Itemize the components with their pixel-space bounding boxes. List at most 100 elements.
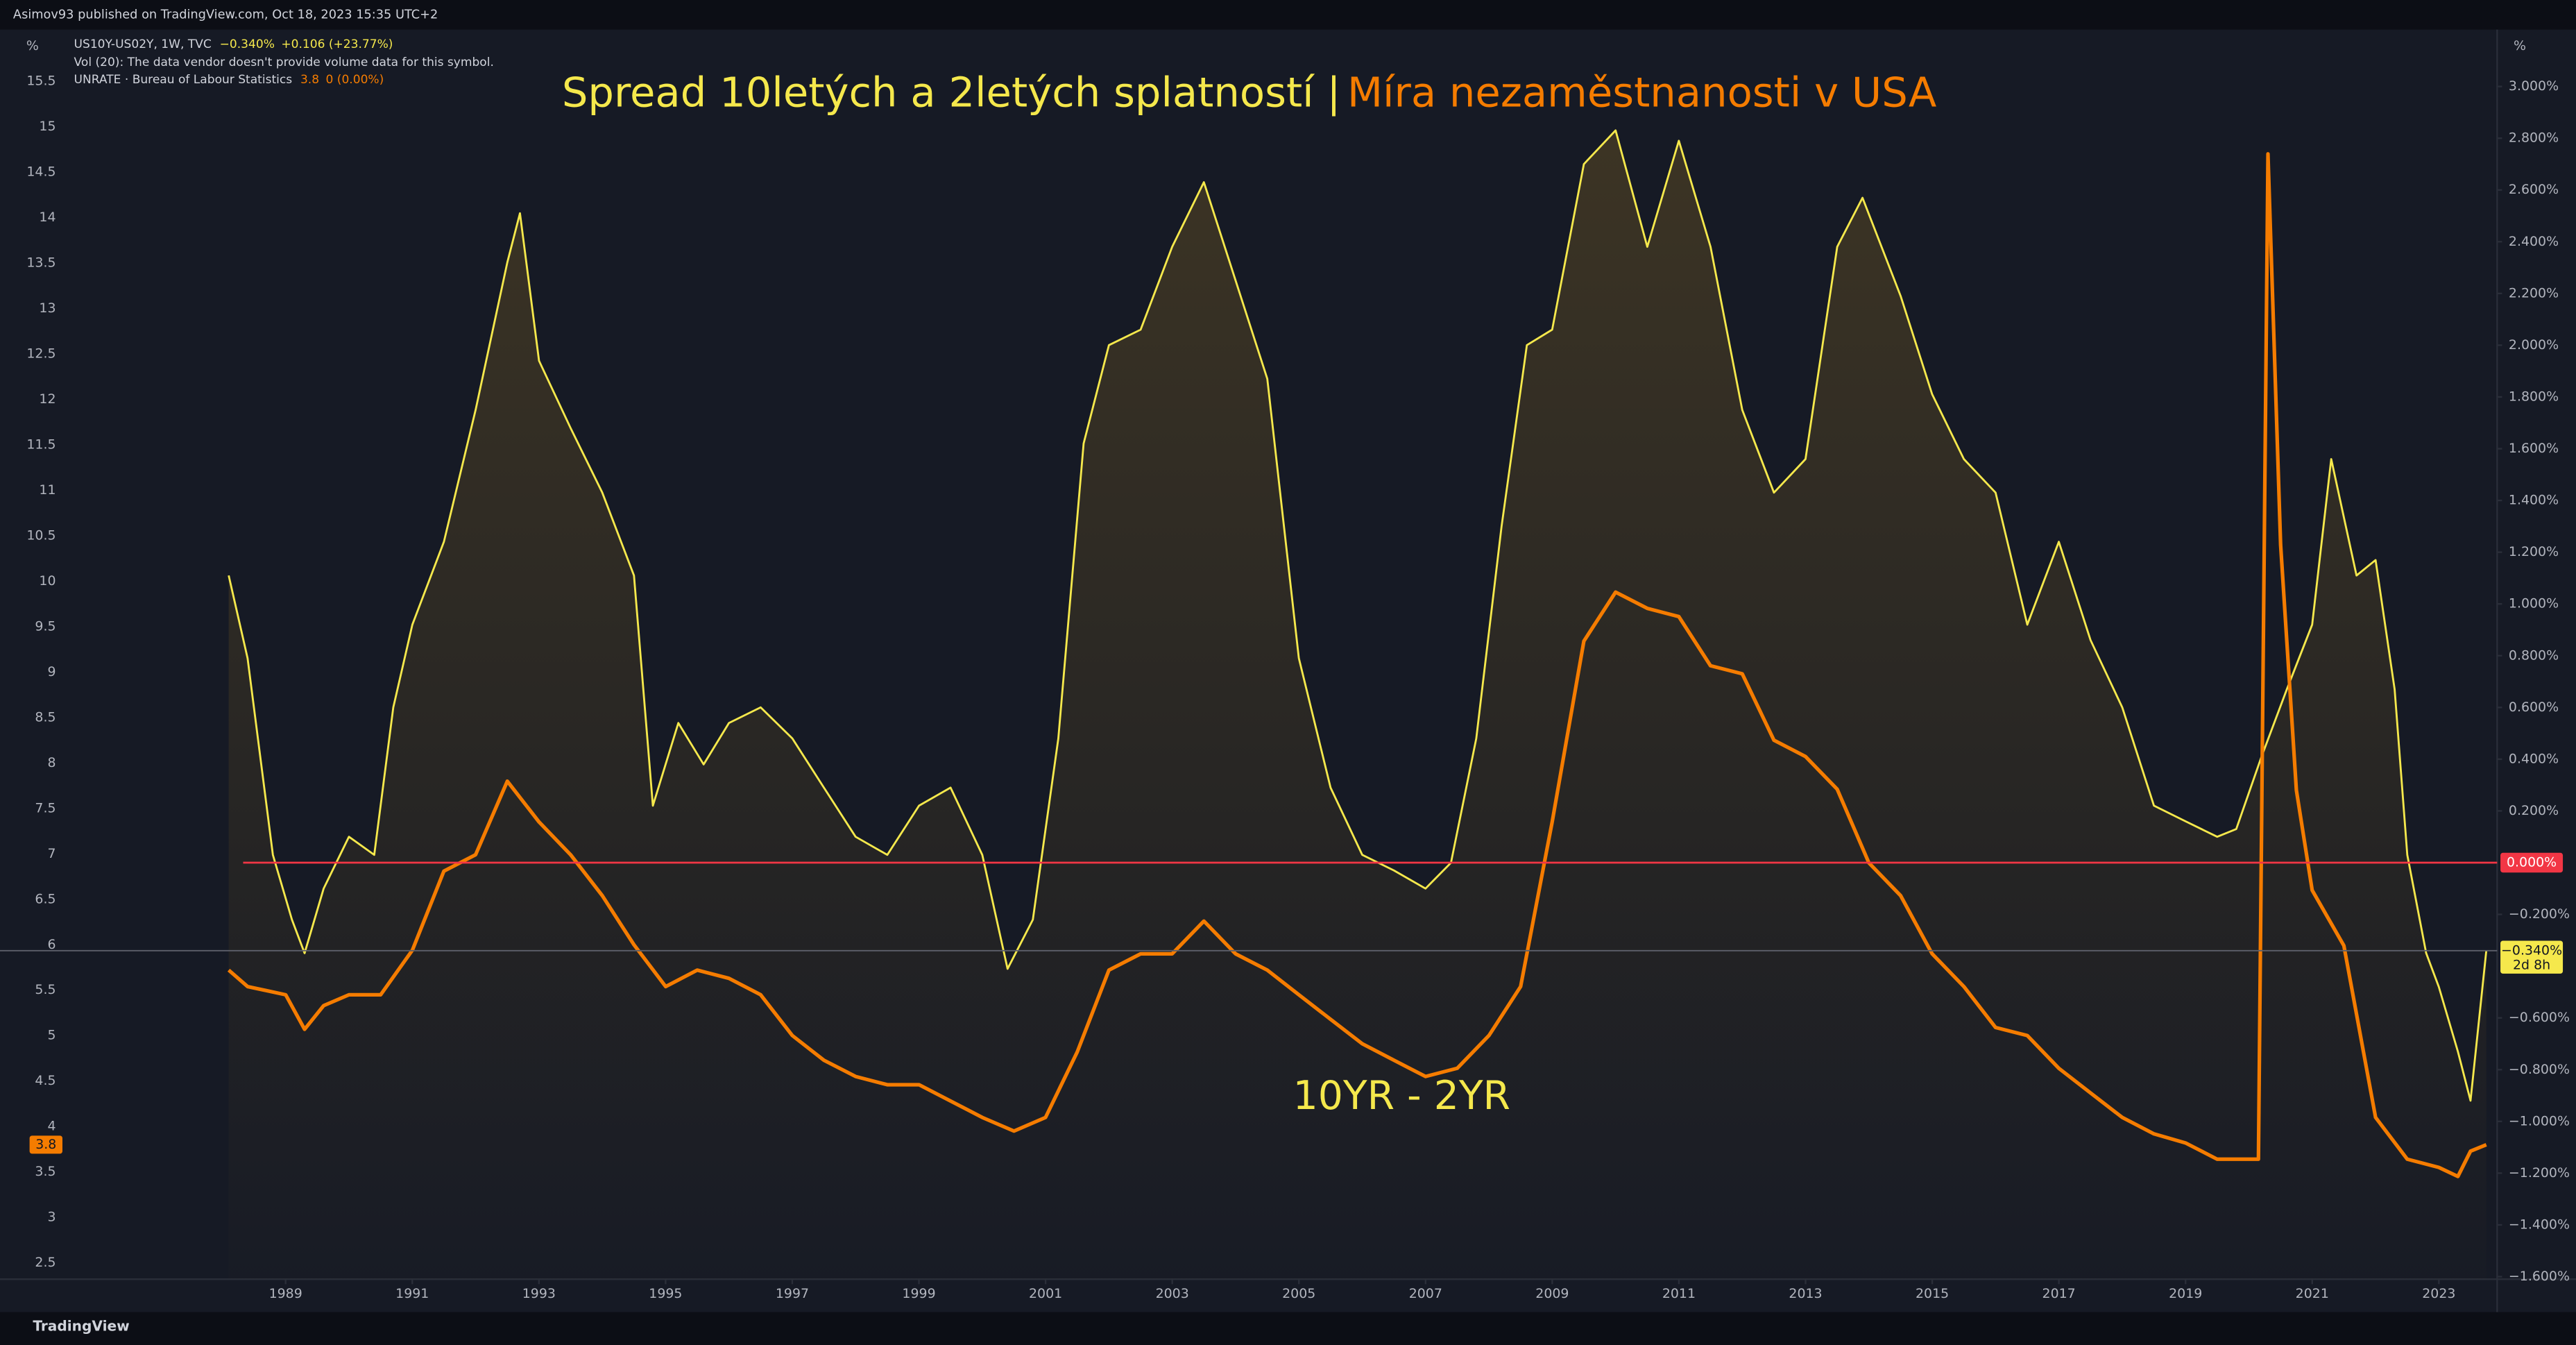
x-tick-label: 2021 [2296,1286,2329,1301]
x-tick-label: 1989 [269,1286,302,1301]
y2-tick-label: −0.200% [2509,906,2570,922]
y-tick-label: 7 [47,846,56,861]
y2-tick-label: 1.600% [2509,441,2559,456]
series-line [228,129,2488,1102]
x-tick-label: 2003 [1156,1286,1189,1301]
y-tick-label: 13 [39,301,56,316]
y-tick-label: 10.5 [26,527,56,543]
y-tick-label: 7.5 [35,800,56,815]
y2-tick-label: 1.000% [2509,596,2559,611]
subtitle: Míra nezaměstnanosti v USA [1347,69,1937,117]
y2-tick-label: 1.200% [2509,544,2559,559]
legend-name: UNRATE · Bureau of Labour Statistics [74,73,293,87]
x-tick-label: 2007 [1409,1286,1442,1301]
y2-tick-label: 0.800% [2509,648,2559,663]
x-tick-label: 2013 [1789,1286,1822,1301]
y-tick-label: 6.5 [35,891,56,906]
y-tick-label: 2.5 [35,1255,56,1270]
y2-tick-label: −1.200% [2509,1165,2570,1181]
y-tick-label: 3.5 [35,1164,56,1179]
y-tick-label: 12.5 [26,346,56,361]
y-tick-label: 6 [47,937,56,952]
series-line [227,152,2487,1178]
y-tick-label: 8 [47,755,56,770]
y-tick-label: 4 [47,1119,56,1134]
plot [227,129,2488,1280]
legend-spread: US10Y-US02Y, 1W, TVC −0.340% +0.106 (+23.7… [74,37,393,51]
x-tick-label: 1999 [902,1286,935,1301]
x-tick-label: 2023 [2422,1286,2455,1301]
y-tick-label: 9.5 [35,618,56,634]
y-tick-label: 15.5 [26,74,56,89]
x-tick-label: 1991 [395,1286,429,1301]
legend-change: +0.106 (+23.77%) [281,37,393,51]
y2-tick-label: 2.800% [2509,130,2559,146]
y2-axis-unit: % [2514,38,2526,53]
volume-note: Vol (20): The data vendor doesn't provid… [74,56,494,69]
y2-tick-label: 1.800% [2509,389,2559,404]
chart-title: Spread 10letých a 2letých splatností | Mír… [562,69,1937,117]
price-label: 0.000% [2507,855,2557,870]
price-label-box [2500,852,2564,873]
footer-brand: TradingView [33,1317,129,1334]
y-tick-label: 10 [39,573,56,589]
price-label: −0.340% [2501,942,2562,958]
price-label-box [2500,940,2564,974]
y-tick-label: 5 [47,1028,56,1043]
y-tick-label: 8.5 [35,709,56,725]
title-separator: | [1327,69,1341,117]
y-tick-label: 11 [39,482,56,498]
price-label-box [29,1135,62,1154]
y2-tick-label: 3.000% [2509,78,2559,94]
y-tick-label: 3 [47,1210,56,1225]
legend-name: US10Y-US02Y, 1W, TVC [74,37,212,51]
y2-tick-label: −1.400% [2509,1217,2570,1232]
y2-tick-label: 2.600% [2509,182,2559,197]
y-tick-label: 14 [39,210,56,225]
x-tick-label: 2001 [1029,1286,1062,1301]
x-tick-label: 2009 [1535,1286,1569,1301]
x-tick-label: 2015 [1916,1286,1949,1301]
y2-tick-label: −0.600% [2509,1010,2570,1025]
y2-tick-label: 0.200% [2509,803,2559,818]
x-tick-label: 2017 [2042,1286,2076,1301]
annotation: 10YR - 2YR [1293,1073,1510,1119]
y2-tick-label: −1.600% [2509,1269,2570,1284]
title: Spread 10letých a 2letých splatností [562,69,1315,117]
legend-unrate: UNRATE · Bureau of Labour Statistics 3.8 0… [74,73,384,87]
footer-bar [0,1312,2576,1345]
y2-tick-label: −1.000% [2509,1113,2570,1128]
price-label: 3.8 [35,1137,56,1152]
x-tick-label: 1995 [649,1286,682,1301]
y2-tick-label: 1.400% [2509,493,2559,508]
y-tick-label: 15 [39,119,56,134]
publisher: Asimov93 published on TradingView.com, O… [13,8,438,22]
y-tick-label: 12 [39,391,56,407]
area-fill [228,130,2487,1280]
y-tick-label: 14.5 [26,164,56,180]
x-tick-label: 1997 [776,1286,809,1301]
y-tick-label: 11.5 [26,437,56,452]
y-tick-label: 4.5 [35,1073,56,1088]
y2-tick-label: −0.800% [2509,1062,2570,1077]
y2-tick-label: 0.600% [2509,700,2559,715]
legend-last: 3.8 [300,73,319,87]
x-tick-label: 1993 [522,1286,556,1301]
y2-tick-label: 2.400% [2509,234,2559,249]
y2-tick-label: 0.400% [2509,751,2559,766]
y2-tick-label: 2.200% [2509,285,2559,301]
y-tick-label: 9 [47,664,56,679]
y-axis-unit: % [26,38,39,53]
header-bar [0,0,2576,30]
y-tick-label: 13.5 [26,255,56,270]
y2-tick-label: 2.000% [2509,337,2559,353]
legend-last: −0.340% [220,37,275,51]
price-countdown: 2d 8h [2513,958,2550,973]
legend-change: 0 (0.00%) [326,73,384,87]
y-tick-label: 5.5 [35,982,56,997]
x-tick-label: 2011 [1662,1286,1696,1301]
x-tick-label: 2019 [2169,1286,2202,1301]
x-tick-label: 2005 [1282,1286,1315,1301]
